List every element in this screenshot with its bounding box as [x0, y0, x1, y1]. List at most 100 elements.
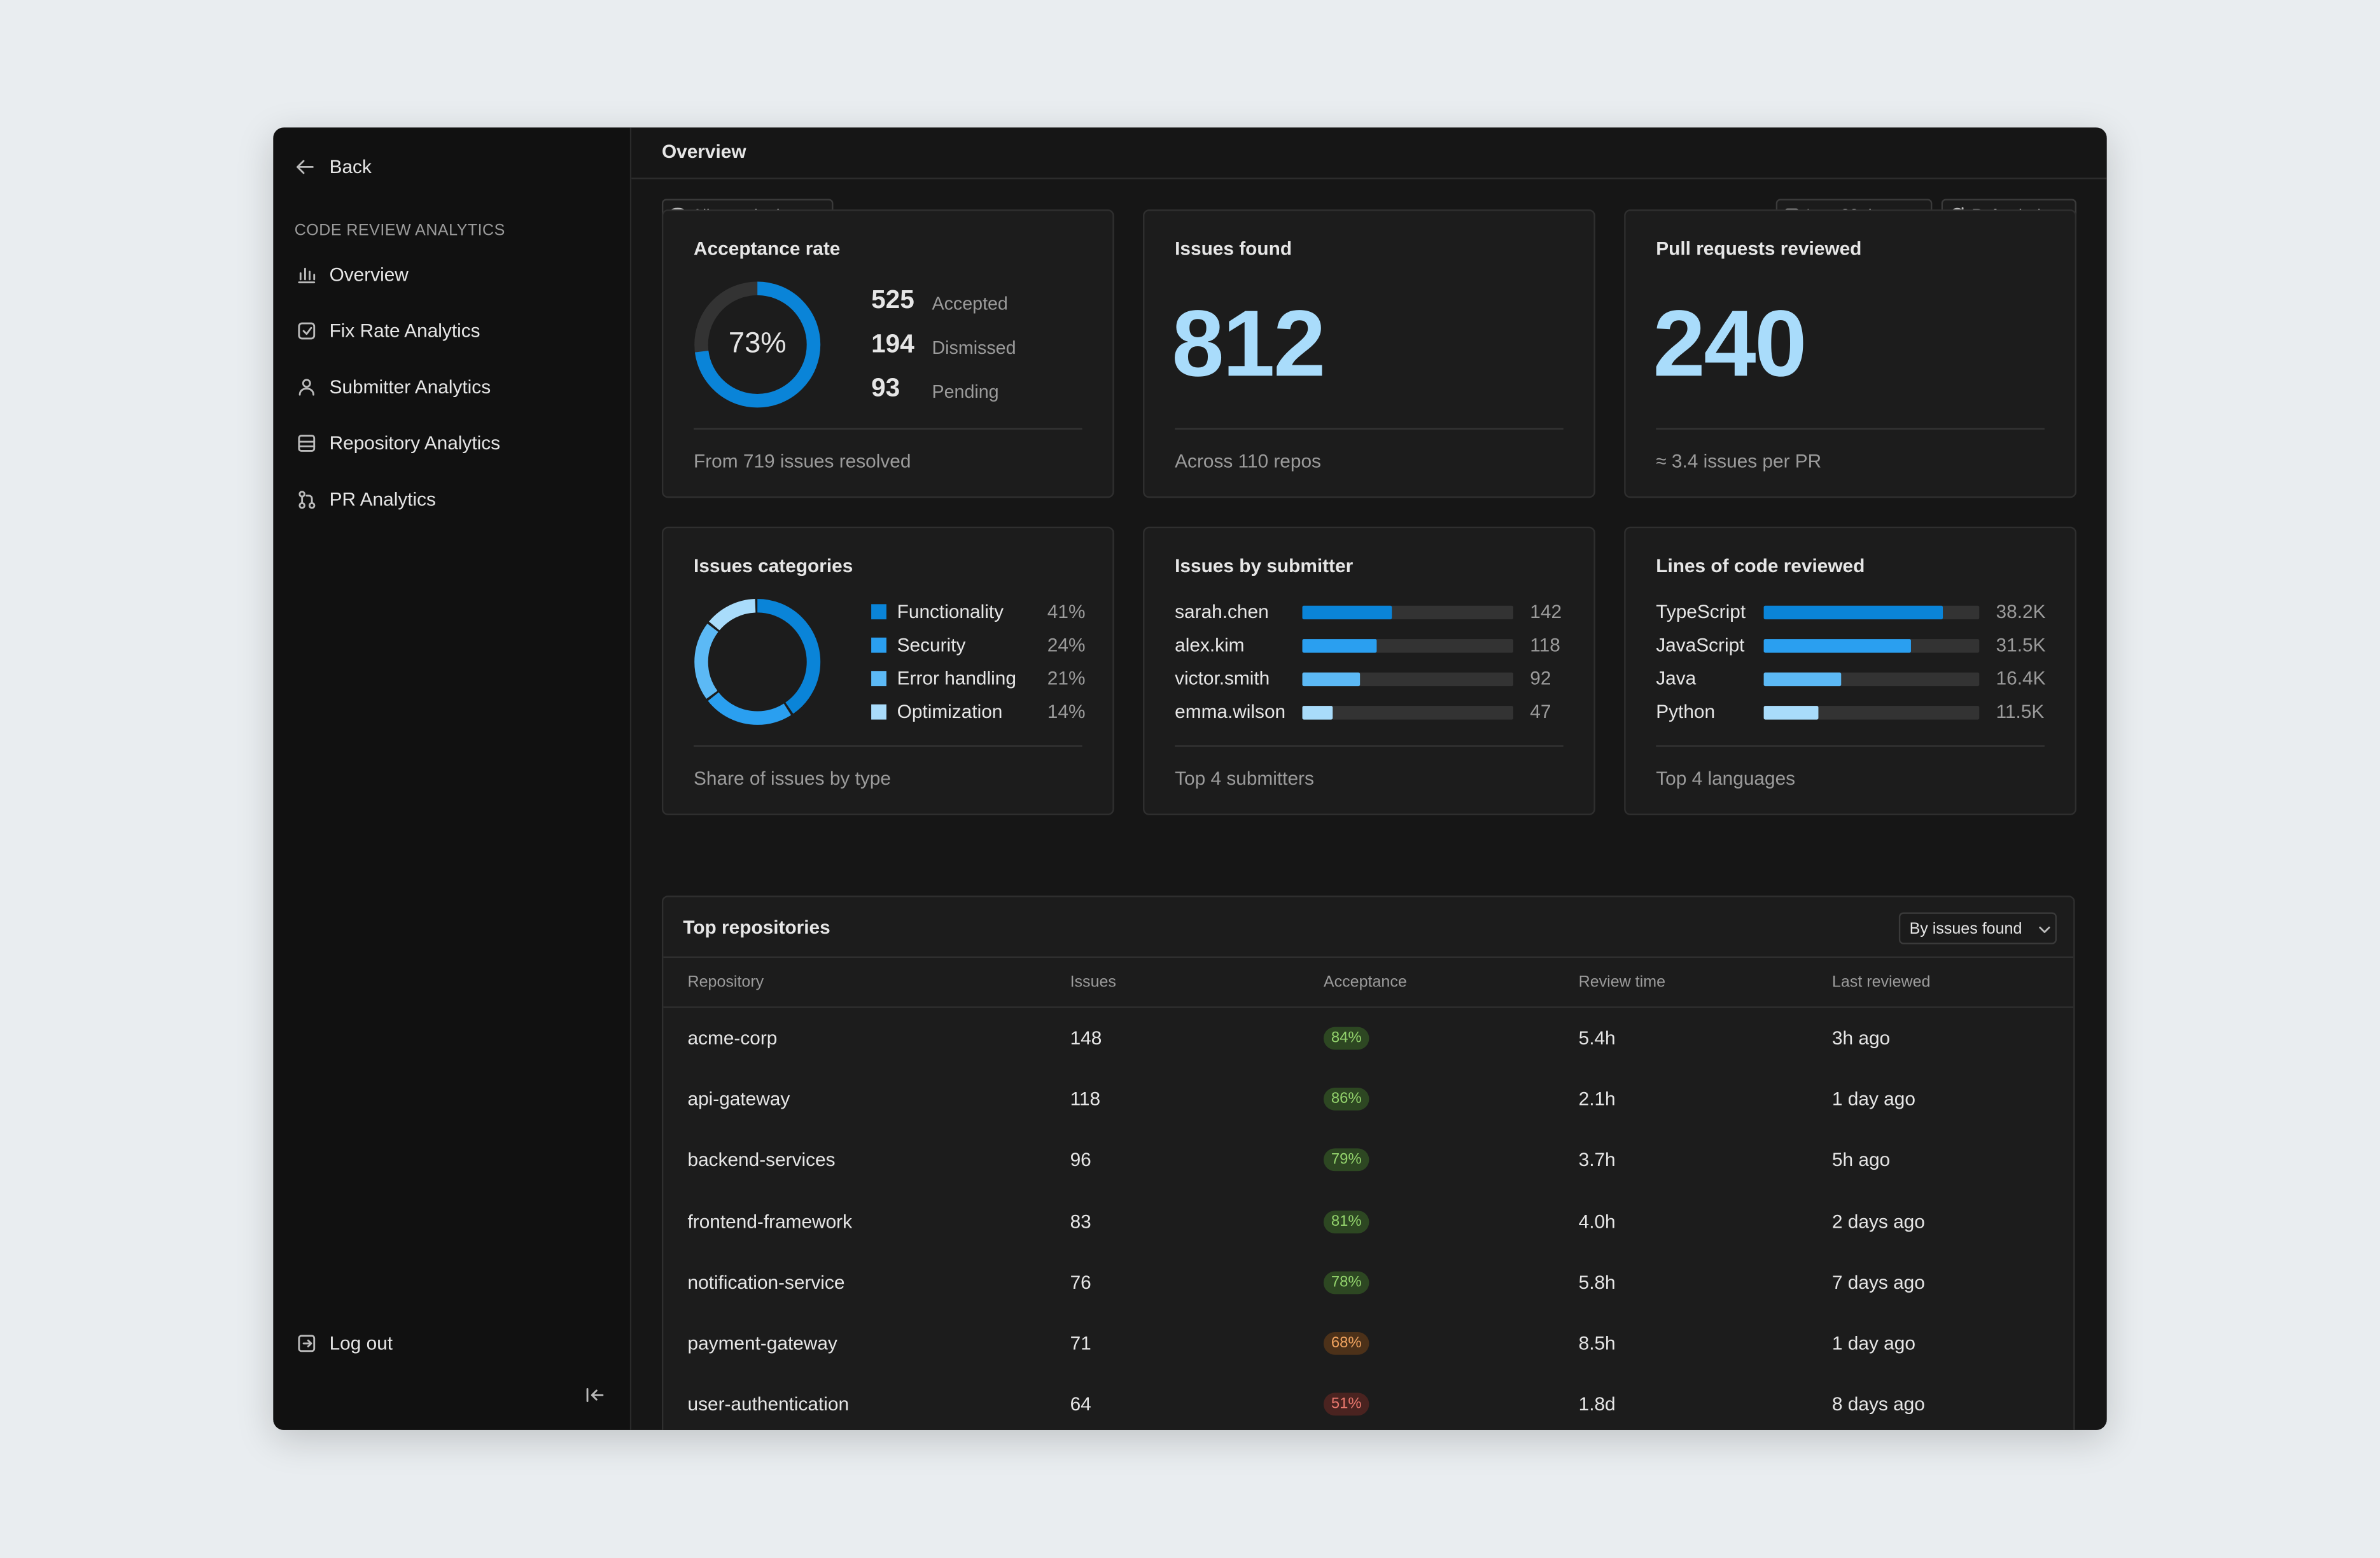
legend-value: 14%: [1047, 701, 1086, 723]
big-number: 240: [1653, 292, 1807, 397]
acceptance-card: Acceptance rate 73% 525 Accepted 194 Dismisse…: [661, 209, 1114, 498]
card-footer: Top 4 submitters: [1175, 768, 1314, 790]
bar-label: Java: [1656, 668, 1697, 689]
table-cell: 76: [1070, 1272, 1091, 1293]
bar-track: [1763, 639, 1980, 653]
donut-arc: [694, 281, 821, 408]
acceptance-pill: 81%: [1323, 1210, 1369, 1233]
dropdown-label: By issues found: [1909, 920, 2022, 939]
issues-found-card: Issues found 812 Across 110 repos: [1143, 209, 1595, 498]
card-footer: Top 4 languages: [1656, 768, 1796, 790]
collapse-icon: [586, 1388, 604, 1402]
legend-value: 41%: [1047, 601, 1086, 622]
repositories-table: Top repositories By issues found Repositor…: [661, 895, 2075, 1430]
stat-value: 525: [871, 285, 914, 314]
stat-value: 194: [871, 329, 914, 358]
legend-value: 24%: [1047, 635, 1086, 656]
bar-value: 11.5K: [1996, 701, 2045, 723]
legend-value: 21%: [1047, 668, 1086, 689]
card-title: Issues by submitter: [1175, 555, 1354, 577]
acceptance-pill: 86%: [1323, 1088, 1369, 1111]
acceptance-pill: 68%: [1323, 1332, 1369, 1355]
acceptance-pill: 79%: [1323, 1149, 1369, 1172]
nav-item[interactable]: Fix Rate Analytics: [329, 320, 480, 342]
table-divider: [663, 1006, 2074, 1008]
card-divider: [1656, 428, 2045, 430]
bar-label: emma.wilson: [1175, 701, 1286, 723]
bar: [1763, 605, 1943, 620]
card-title: Issues categories: [694, 555, 853, 577]
nav-item[interactable]: PR Analytics: [329, 489, 436, 510]
bar-value: 16.4K: [1996, 668, 2046, 689]
table-cell: 1 day ago: [1831, 1088, 1915, 1111]
section-label: CODE REVIEW ANALYTICS: [294, 221, 505, 240]
table-cell: 4.0h: [1578, 1211, 1616, 1232]
table-cell: 83: [1070, 1211, 1091, 1232]
card-title: Acceptance rate: [694, 238, 841, 260]
card-divider: [1656, 745, 2045, 747]
main-panel: Overview?All repositoriesLast 30 daysRef…: [631, 127, 2107, 1430]
table-cell: 1 day ago: [1831, 1333, 1915, 1354]
bar-label: alex.kim: [1175, 635, 1245, 656]
card-footer: Across 110 repos: [1175, 451, 1321, 472]
acceptance-donut: [694, 281, 821, 408]
legend-name: Security: [897, 635, 966, 656]
bar-label: victor.smith: [1175, 668, 1270, 689]
logout-link[interactable]: Log out: [329, 1333, 393, 1354]
bar: [1763, 706, 1818, 720]
table-cell: 2 days ago: [1831, 1211, 1925, 1232]
table-divider: [663, 956, 2074, 958]
bar-value: 92: [1530, 668, 1551, 689]
chevron-icon: [2039, 926, 2050, 933]
prs-reviewed-card: Pull requests reviewed 240 ≈ 3.4 issues pe…: [1624, 209, 2076, 498]
bar-label: JavaScript: [1656, 635, 1745, 656]
nav-item[interactable]: Overview: [329, 264, 409, 286]
legend-name: Error handling: [897, 668, 1016, 689]
submitters-card: Issues by submitter sarah.chen 142 alex.kim…: [1143, 526, 1595, 815]
table-cell: 8.5h: [1578, 1333, 1616, 1354]
table-cell: 8 days ago: [1831, 1394, 1925, 1415]
column-header: Issues: [1070, 972, 1116, 992]
table-cell: 5.4h: [1578, 1027, 1616, 1049]
categories-donut: [694, 598, 821, 725]
stat-label: Pending: [932, 381, 999, 403]
column-header: Acceptance: [1323, 972, 1407, 992]
legend-swatch: [871, 704, 886, 720]
stat-label: Dismissed: [932, 337, 1016, 358]
card-footer: ≈ 3.4 issues per PR: [1656, 451, 1822, 472]
nav-icon: [298, 491, 316, 509]
card-title: Pull requests reviewed: [1656, 238, 1862, 260]
back-link[interactable]: Back: [329, 156, 372, 178]
nav-icon: [298, 435, 316, 452]
table-title: Top repositories: [683, 916, 830, 939]
card-footer: Share of issues by type: [694, 768, 891, 790]
bar-value: 142: [1530, 601, 1562, 622]
card-footer: From 719 issues resolved: [694, 451, 911, 472]
bar-value: 118: [1530, 635, 1560, 656]
nav-item[interactable]: Submitter Analytics: [329, 376, 491, 398]
app-window: Back CODE REVIEW ANALYTICS Overview Fix Rat…: [273, 127, 2107, 1430]
bar: [1302, 706, 1333, 720]
table-cell: user-authentication: [687, 1394, 850, 1415]
sort-dropdown[interactable]: By issues found: [1898, 912, 2057, 944]
bar-track: [1302, 706, 1514, 720]
nav-item[interactable]: Repository Analytics: [329, 432, 501, 454]
table-cell: 148: [1070, 1027, 1102, 1049]
bar-value: 38.2K: [1996, 601, 2046, 622]
bar: [1302, 605, 1392, 620]
bar-track: [1763, 706, 1980, 720]
column-header: Last reviewed: [1831, 972, 1931, 992]
bar-value: 47: [1530, 701, 1551, 723]
acceptance-pill: 84%: [1323, 1027, 1369, 1050]
table-cell: 5.8h: [1578, 1272, 1616, 1293]
bar: [1302, 639, 1377, 653]
table-cell: api-gateway: [687, 1088, 790, 1111]
legend-swatch: [871, 671, 886, 687]
bar-label: sarah.chen: [1175, 601, 1269, 622]
acceptance-pill: 51%: [1323, 1393, 1369, 1416]
header-divider: [631, 178, 2107, 179]
donut-segment: [694, 598, 821, 725]
table-cell: 7 days ago: [1831, 1272, 1925, 1293]
donut-label: 73%: [728, 328, 787, 360]
stat-value: 93: [871, 373, 900, 403]
